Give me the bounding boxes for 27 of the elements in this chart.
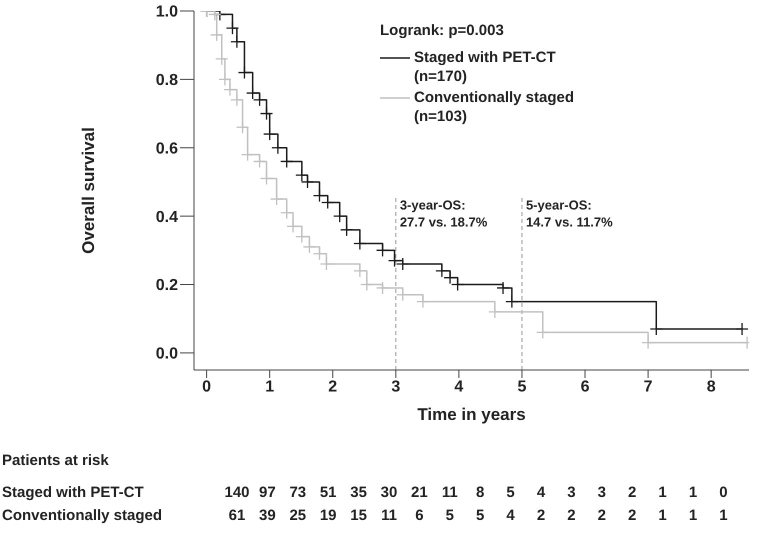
x-tick-label: 4 bbox=[454, 378, 464, 396]
y-tick-label: 0.6 bbox=[156, 140, 178, 158]
y-tick-label: 1.0 bbox=[156, 4, 178, 21]
y-axis-title: Overall survival bbox=[79, 127, 98, 254]
x-tick-label: 6 bbox=[580, 378, 590, 396]
x-tick-label: 2 bbox=[328, 378, 338, 396]
y-tick-label: 0.2 bbox=[156, 277, 178, 294]
text: 140 97 73 51 35 30 21 11 8 5 4 3 3 2 1 1 0 bbox=[224, 484, 728, 501]
y-tick-label: 0.4 bbox=[156, 208, 178, 226]
annotation: Logrank: p=0.003 bbox=[380, 22, 504, 39]
x-tick-label: 3 bbox=[391, 378, 400, 396]
ref-line-label: 5-year-OS: 14.7 vs. 11.7% bbox=[526, 198, 614, 230]
legend-label: Conventionally staged (n=103) bbox=[414, 88, 576, 126]
x-tick-label: 0 bbox=[202, 378, 212, 396]
y-tick-label: 0.0 bbox=[156, 346, 178, 363]
text: 61 39 25 19 15 11 6 5 5 4 2 2 2 2 1 1 1 bbox=[228, 507, 728, 524]
y-tick-label: 0.8 bbox=[156, 72, 178, 90]
x-tick-label: 1 bbox=[265, 378, 274, 396]
text: Conventionally staged bbox=[2, 507, 162, 524]
ref-line-label: 3-year-OS: 27.7 vs. 18.7% bbox=[400, 198, 488, 230]
x-tick-label: 5 bbox=[518, 378, 526, 396]
x-axis-title: Time in years bbox=[417, 405, 526, 424]
x-tick-label: 7 bbox=[644, 378, 653, 396]
x-tick-label: 8 bbox=[706, 378, 716, 396]
text: Staged with PET-CT bbox=[2, 484, 144, 501]
text: Patients at risk bbox=[2, 452, 109, 469]
legend-label: Staged with PET-CT (n=170) bbox=[414, 48, 557, 86]
